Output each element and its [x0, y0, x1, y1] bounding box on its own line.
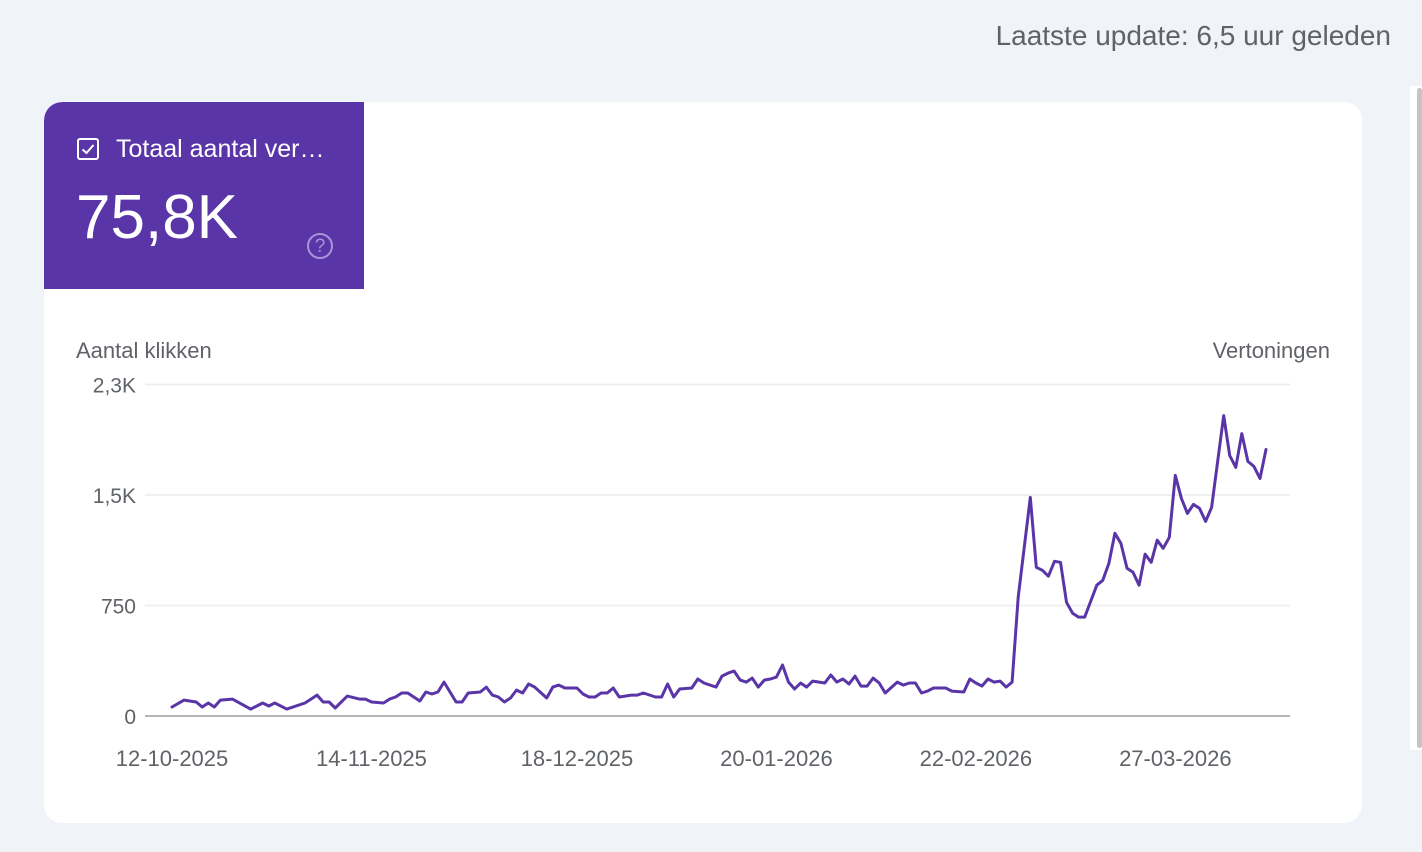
y-axis-right-title: Vertoningen — [1212, 338, 1330, 363]
series-line — [170, 414, 1268, 711]
x-tick-label: 12-10-2025 — [116, 746, 229, 771]
x-tick-label: 22-02-2026 — [920, 746, 1033, 771]
last-update-text: Laatste update: 6,5 uur geleden — [995, 20, 1391, 51]
performance-card: Totaal aantal ver… 75,8K ? Aantal klikke… — [44, 102, 1362, 823]
y-tick-label: 0 — [124, 706, 136, 729]
scrollbar-thumb[interactable] — [1417, 88, 1422, 748]
checkbox-checked-icon[interactable] — [77, 138, 99, 160]
x-tick-label: 14-11-2025 — [316, 746, 427, 771]
metric-value: 75,8K — [76, 183, 239, 252]
y-tick-label: 750 — [101, 596, 136, 619]
y-tick-label: 2,3K — [93, 375, 136, 398]
x-tick-label: 18-12-2025 — [521, 746, 634, 771]
y-axis-left-title: Aantal klikken — [76, 338, 212, 363]
x-tick-label: 20-01-2026 — [720, 746, 833, 771]
x-tick-label: 27-03-2026 — [1119, 746, 1232, 771]
metric-tile-impressions[interactable]: Totaal aantal ver… 75,8K ? — [44, 102, 364, 289]
metric-label: Totaal aantal ver… — [116, 135, 325, 163]
line-chart: 0 750 1,5K 2,3K 12-10-2025 14-11-2025 18-12-20… — [93, 375, 1290, 771]
y-tick-label: 1,5K — [93, 485, 136, 508]
help-icon[interactable]: ? — [307, 233, 333, 259]
